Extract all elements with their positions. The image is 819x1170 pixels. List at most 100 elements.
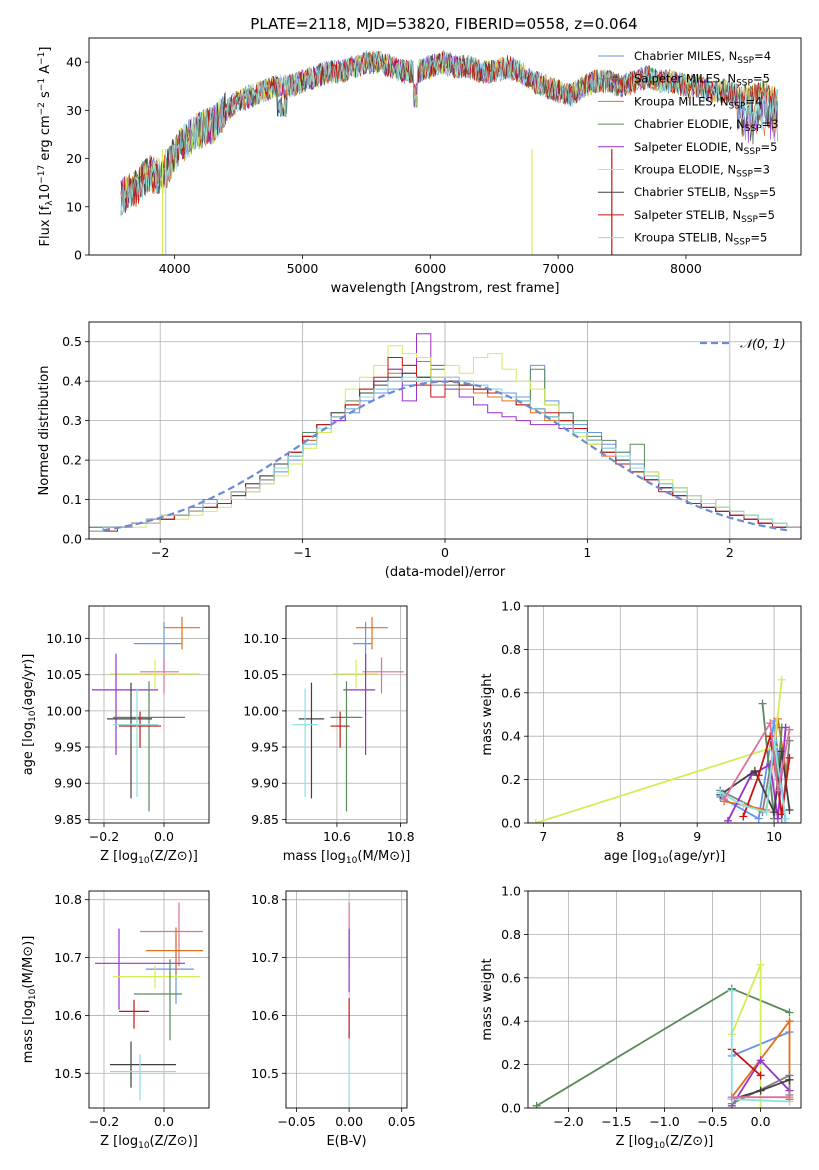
weight-point-marker	[773, 814, 782, 823]
label-part: SSP	[736, 79, 753, 89]
y-tick-label: 9.95	[54, 740, 82, 755]
x-tick-label: 10.8	[387, 829, 415, 844]
label-part: Salpeter STELIB, N	[634, 208, 741, 222]
weight-point-marker	[756, 1071, 765, 1080]
x-axis-label: Z [log10(Z/Z⊙)]	[100, 849, 198, 866]
y-tick-label: 10.6	[251, 1008, 279, 1023]
label-part: mass weight	[480, 958, 495, 1040]
panel-spectrum: 4000 5000 6000 7000 8000 0 10 20 30 40 wavelength …	[37, 37, 802, 296]
weight-point-marker	[756, 1104, 765, 1108]
errorbar-point	[110, 659, 200, 689]
x-axis-label: (data-model)/error	[385, 565, 506, 580]
y-tick-label: 0.4	[501, 729, 521, 744]
weight-point-marker	[785, 1017, 794, 1026]
label-part: (Z/Z⊙)]	[150, 1134, 198, 1149]
label-part: −1	[37, 52, 47, 65]
label-part: log	[634, 1134, 654, 1149]
y-tick-label: 0.1	[62, 492, 82, 507]
label-part: age [	[21, 742, 36, 775]
label-part: log	[118, 849, 138, 864]
legend-entry: Kroupa MILES, NSSP=4	[634, 94, 762, 111]
errorbar-point	[92, 653, 158, 756]
label-part: =3	[762, 117, 779, 131]
errorbar-point	[110, 1054, 176, 1101]
label-part: Z [	[100, 1134, 118, 1149]
plot-area-weight-vs-age	[531, 675, 794, 823]
label-part: Chabrier MILES, N	[634, 49, 737, 63]
weight-point-marker	[727, 1093, 736, 1102]
axes-frame	[88, 890, 210, 1109]
errorbar-point	[140, 657, 179, 694]
y-tick-label: 10.5	[54, 1066, 82, 1081]
x-tick-label: −1	[293, 545, 311, 560]
label-part: −17	[37, 165, 47, 184]
label-part: =5	[758, 208, 775, 222]
label-part: 10	[28, 710, 38, 722]
x-tick-label: 0	[441, 545, 449, 560]
errorbar-point	[134, 959, 182, 1041]
panel-mass-vs-EBV: −0.05 0.00 0.05 10.5 10.6 10.7 10.8 E(B-V)	[251, 890, 416, 1149]
legend-entry: Chabrier MILES, NSSP=4	[634, 49, 771, 66]
y-tick-label: 0.0	[62, 532, 82, 547]
axes-frame	[285, 890, 408, 1109]
x-tick-label: 7	[539, 829, 547, 844]
y-tick-label: 0.2	[501, 772, 521, 787]
spectrum-series-line	[120, 50, 778, 213]
y-tick-label: 0.2	[501, 1057, 521, 1072]
y-tick-label: 10.7	[54, 950, 82, 965]
x-tick-label: 0.05	[388, 1114, 416, 1129]
y-tick-label: 0	[74, 248, 82, 263]
x-tick-label: 0.00	[335, 1114, 363, 1129]
y-tick-label: 10.8	[251, 892, 279, 907]
x-axis-label: E(B-V)	[326, 1134, 366, 1149]
weight-point-marker	[754, 814, 763, 823]
weight-point-marker	[532, 1101, 541, 1108]
label-part: SSP	[742, 192, 759, 202]
y-tick-label: 1.0	[501, 599, 521, 614]
x-tick-label: −1.0	[649, 1114, 679, 1129]
legend-entry: Salpeter ELODIE, NSSP=5	[634, 140, 777, 157]
axes-frame	[527, 605, 802, 824]
label-part: log	[637, 849, 657, 864]
normal-reference-curve	[103, 380, 787, 532]
weight-point-marker	[739, 812, 748, 821]
axes-frame	[88, 37, 802, 256]
y-tick-label: 9.85	[54, 812, 82, 827]
x-axis-label: wavelength [Angstrom, rest frame]	[331, 281, 560, 296]
y-axis-label: Flux [fλ10−17 erg cm−2 s−1 A−1]	[37, 47, 55, 247]
label-part: log	[21, 1000, 36, 1020]
y-tick-label: 0.2	[62, 453, 82, 468]
label-part: erg cm	[38, 115, 53, 164]
x-tick-label: 9	[693, 829, 701, 844]
label-part: log	[21, 722, 36, 742]
x-tick-label: −2.0	[553, 1114, 583, 1129]
y-axis-label: mass weight	[480, 673, 495, 755]
weight-point-marker	[754, 771, 763, 780]
label-part: mass weight	[480, 673, 495, 755]
weight-point-marker	[756, 1086, 765, 1095]
y-tick-label: 10.05	[46, 667, 82, 682]
y-tick-label: 30	[66, 103, 82, 118]
panel-age-vs-mass: 10.6 10.8 9.85 9.90 9.95 10.00 10.05 10.10 mass …	[243, 605, 415, 866]
spectrum-series-line	[120, 51, 778, 208]
legend-entry: Salpeter MILES, NSSP=5	[634, 72, 770, 89]
weight-point-marker	[716, 788, 725, 797]
panel-mass-vs-Z: −0.2 0.010.510.610.710.8Z [log10(Z/Z⊙)]ma…	[21, 890, 210, 1151]
weight-point-marker	[766, 719, 775, 728]
label-part: (Z/Z⊙)]	[665, 1134, 713, 1149]
label-part: SSP	[736, 170, 753, 180]
plot-area-age-vs-Z	[92, 616, 200, 812]
label-part: s	[38, 91, 53, 102]
label-part: (age/yr)]	[21, 654, 36, 711]
label-part: Salpeter ELODIE, N	[634, 140, 744, 154]
x-axis-label: Z [log10(Z/Z⊙)]	[100, 1134, 198, 1151]
label-part: (M/M⊙)]	[21, 936, 36, 989]
label-part: =5	[761, 140, 778, 154]
label-part: =5	[759, 185, 776, 199]
label-part: =5	[753, 72, 770, 86]
label-part: Z [	[616, 1134, 634, 1149]
weight-point-marker	[727, 986, 736, 995]
panel-weight-vs-Z: −2.0 −1.5 −1.0 −0.5 0.0 0.0 0.2 0.4 0.6 0.8 1.0 Z […	[480, 884, 802, 1151]
